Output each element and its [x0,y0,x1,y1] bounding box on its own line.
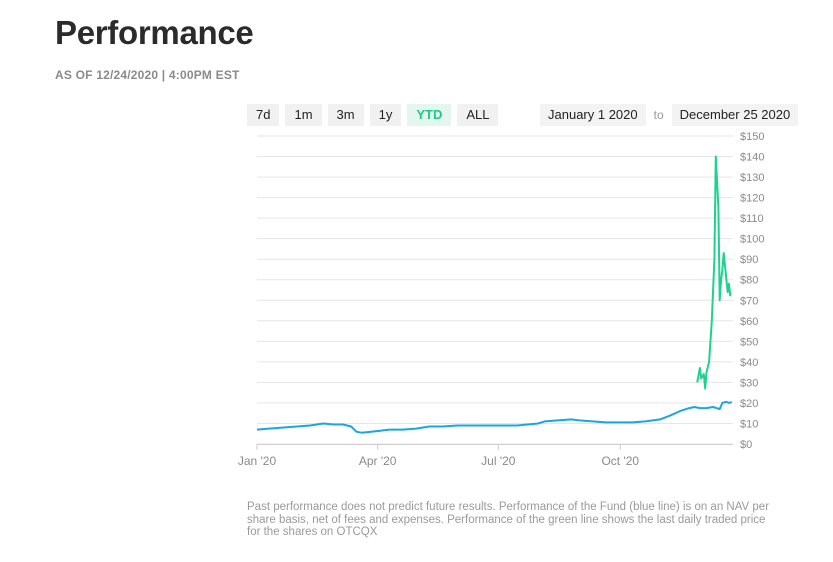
y-tick-label: $130 [740,172,764,184]
x-tick-label: Apr '20 [359,454,397,468]
end-date-field[interactable]: December 25 2020 [671,104,799,126]
y-tick-label: $60 [740,316,758,328]
series-line-nav [256,400,733,434]
y-tick-label: $70 [740,295,758,307]
y-tick-label: $10 [740,418,758,430]
range-button-1m[interactable]: 1m [285,104,322,126]
y-tick-label: $80 [740,275,758,287]
y-tick-label: $110 [740,213,764,225]
as-of-timestamp: AS OF 12/24/2020 | 4:00PM EST [55,68,240,82]
y-tick-label: $100 [740,234,764,246]
y-tick-label: $120 [740,193,764,205]
series-line-price [696,155,732,390]
y-tick-label: $40 [740,357,758,369]
range-button-7d[interactable]: 7d [247,104,280,126]
date-range-picker: January 1 2020 to December 25 2020 [540,104,799,126]
date-separator: to [653,108,664,122]
range-button-3m[interactable]: 3m [327,104,364,126]
x-tick-label: Oct '20 [601,454,639,468]
start-date-field[interactable]: January 1 2020 [540,104,646,126]
range-selector: 7d 1m 3m 1y YTD ALL [247,104,499,126]
range-button-1y[interactable]: 1y [369,104,402,126]
x-tick-label: Jul '20 [481,454,516,468]
y-tick-label: $0 [740,439,752,451]
y-tick-label: $90 [740,254,758,266]
x-tick-label: Jan '20 [238,454,277,468]
y-tick-label: $50 [740,336,758,348]
range-button-ytd[interactable]: YTD [407,104,452,126]
page-title: Performance [55,14,254,51]
disclaimer-text: Past performance does not predict future… [247,501,770,538]
y-tick-label: $140 [740,152,764,164]
y-tick-label: $150 [740,131,764,143]
y-tick-label: $20 [740,398,758,410]
y-tick-label: $30 [740,377,758,389]
range-button-all[interactable]: ALL [457,104,499,126]
